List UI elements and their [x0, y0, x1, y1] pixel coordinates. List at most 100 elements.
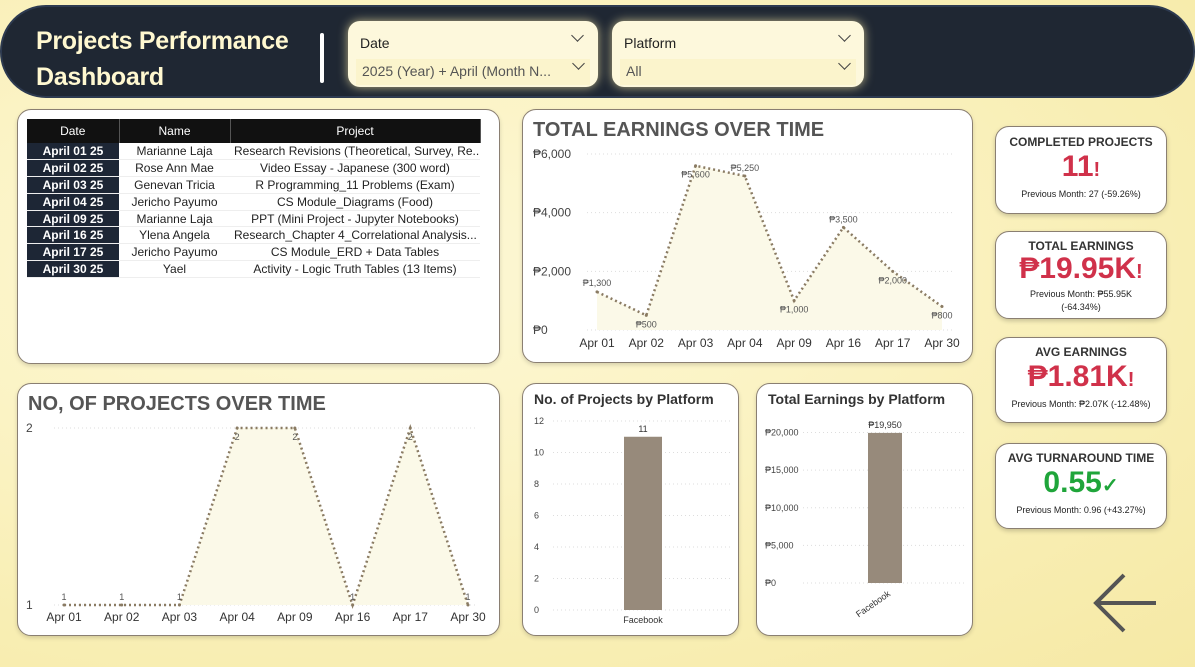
project-cell: Video Essay - Japanese (300 word) — [230, 159, 480, 178]
kpi-value-text: 11 — [1061, 150, 1094, 183]
earnings-chart-title: TOTAL EARNINGS OVER TIME — [533, 119, 825, 141]
date-cell: April 02 25 — [27, 159, 119, 178]
name-cell: Genevan Tricia — [119, 176, 230, 194]
kpi-title: COMPLETED PROJECTS — [1009, 135, 1153, 149]
data-label: ₱19,950 — [868, 420, 902, 430]
platform-slicer-value[interactable]: All — [620, 59, 856, 85]
header-bar: Projects Performance Dashboard Date 2025… — [0, 5, 1195, 98]
data-point — [792, 299, 796, 303]
data-label: ₱2,000 — [878, 275, 907, 285]
y-tick-label: 2 — [534, 574, 539, 584]
area-fill — [597, 165, 942, 330]
data-point — [408, 426, 412, 430]
name-cell: Yael — [119, 260, 230, 278]
project-cell: PPT (Mini Project - Jupyter Notebooks) — [230, 210, 480, 228]
area-fill — [64, 428, 468, 605]
projects-platform-title: No. of Projects by Platform — [534, 391, 714, 407]
y-tick-label: 10 — [534, 448, 544, 458]
kpi-value: ₱19.95K! — [996, 253, 1166, 288]
y-tick-label: ₱5,000 — [765, 540, 794, 550]
project-cell: Research_Chapter 4_Correlational Analysi… — [230, 226, 480, 245]
table-row[interactable]: April 17 25 Jericho Payumo CS Module_ERD +… — [27, 243, 480, 262]
kpi-value: 0.55✓ — [996, 465, 1166, 504]
projects-table-card: Date Name Project April 01 25 Marianne La… — [17, 109, 500, 364]
column-header-name[interactable]: Name — [119, 119, 231, 143]
y-tick-label: ₱0 — [765, 578, 776, 588]
data-point — [293, 426, 297, 430]
x-tick-label: Apr 17 — [875, 336, 911, 350]
series-line — [64, 423, 470, 610]
date-cell: April 04 25 — [27, 193, 119, 211]
bar — [868, 432, 902, 583]
chevron-down-icon[interactable] — [571, 29, 584, 42]
data-label: ₱3,500 — [829, 214, 858, 224]
earnings-platform-bar-chart: ₱0 ₱5,000 ₱10,000 ₱15,000 ₱20,000 ₱19,950 Face… — [765, 420, 967, 619]
title-divider — [320, 33, 324, 83]
name-cell: Ylena Angela — [119, 226, 230, 245]
data-label: ₱1,300 — [583, 278, 612, 288]
y-tick-label: 12 — [534, 416, 544, 426]
avg-earnings-kpi: AVG EARNINGS ₱1.81K! Previous Month: ₱2.… — [995, 337, 1167, 423]
y-tick-label: 0 — [534, 605, 539, 615]
kpi-previous: Previous Month: 27 (-59.26%) — [1021, 189, 1141, 199]
data-label: ₱1,000 — [780, 305, 809, 315]
y-tick-label: 8 — [534, 479, 539, 489]
data-point — [743, 174, 747, 178]
name-cell: Marianne Laja — [119, 210, 230, 228]
title-line-1: Projects Performance — [36, 27, 289, 55]
date-slicer-value[interactable]: 2025 (Year) + April (Month N... — [356, 59, 590, 85]
y-tick-label: ₱6,000 — [533, 147, 571, 161]
x-tick-label: Facebook — [623, 615, 663, 625]
date-cell: April 03 25 — [27, 176, 119, 194]
project-cell: CS Module_Diagrams (Food) — [230, 193, 480, 211]
table-row[interactable]: April 03 25 Genevan Tricia R Programming_1… — [27, 176, 480, 194]
name-cell: Jericho Payumo — [119, 243, 230, 262]
earnings-by-platform-card: Total Earnings by Platform ₱0 ₱5,000 ₱10,0… — [756, 383, 973, 636]
chevron-down-icon[interactable] — [838, 29, 851, 42]
check-icon: ✓ — [1101, 475, 1119, 497]
y-tick-label: ₱4,000 — [533, 206, 571, 220]
x-tick-label: Facebook — [854, 588, 893, 619]
platform-slicer-label: Platform — [624, 35, 677, 51]
data-label: 2 — [408, 432, 413, 442]
earnings-line-chart: ₱0 ₱2,000 ₱4,000 ₱6,000 ₱1,300 ₱500 ₱5,600 ₱5,2… — [533, 147, 960, 350]
data-label: ₱5,250 — [731, 163, 760, 173]
table-row[interactable]: April 30 25 Yael Activity - Logic Truth Ta… — [27, 260, 480, 278]
data-point — [351, 603, 355, 607]
table-header-row: Date Name Project — [27, 119, 481, 143]
column-header-project[interactable]: Project — [230, 119, 481, 143]
x-tick-label: Apr 02 — [629, 336, 665, 350]
table-row[interactable]: April 04 25 Jericho Payumo CS Module_Diagr… — [27, 193, 480, 211]
x-tick-label: Apr 09 — [776, 336, 812, 350]
x-tick-label: Apr 16 — [826, 336, 862, 350]
x-tick-label: Apr 17 — [393, 610, 429, 624]
projects-chart-title: NO, OF PROJECTS OVER TIME — [28, 393, 326, 415]
date-cell: April 01 25 — [27, 143, 119, 161]
table-row[interactable]: April 01 25 Marianne Laja Research Revisio… — [27, 143, 480, 161]
platform-slicer[interactable]: Platform All — [612, 21, 864, 87]
table-row[interactable]: April 16 25 Ylena Angela Research_Chapter … — [27, 226, 480, 245]
data-label: ₱500 — [636, 319, 657, 329]
project-cell: CS Module_ERD + Data Tables — [230, 243, 480, 262]
data-point — [644, 313, 648, 317]
data-point — [940, 305, 944, 309]
date-cell: April 09 25 — [27, 210, 119, 228]
data-point — [466, 603, 470, 607]
y-tick-label: ₱0 — [533, 323, 548, 337]
data-point — [694, 164, 698, 168]
data-label: 1 — [177, 592, 182, 602]
name-cell: Marianne Laja — [119, 143, 230, 161]
table-row[interactable]: April 02 25 Rose Ann Mae Video Essay - Jap… — [27, 159, 480, 178]
earnings-over-time-card: TOTAL EARNINGS OVER TIME ₱0 ₱2,000 ₱4,000 ₱… — [522, 109, 973, 363]
x-tick-label: Apr 16 — [335, 610, 371, 624]
x-tick-label: Apr 03 — [162, 610, 198, 624]
table-row[interactable]: April 09 25 Marianne Laja PPT (Mini Projec… — [27, 210, 480, 228]
column-header-date[interactable]: Date — [27, 119, 120, 143]
completed-projects-kpi: COMPLETED PROJECTS 11! Previous Month: 2… — [995, 126, 1167, 214]
date-slicer[interactable]: Date 2025 (Year) + April (Month N... — [348, 21, 598, 87]
back-arrow-icon[interactable] — [1090, 572, 1160, 634]
y-tick-label: 2 — [26, 421, 33, 435]
y-tick-label: 1 — [26, 598, 33, 612]
data-label: 1 — [350, 592, 355, 602]
x-tick-label: Apr 01 — [579, 336, 615, 350]
